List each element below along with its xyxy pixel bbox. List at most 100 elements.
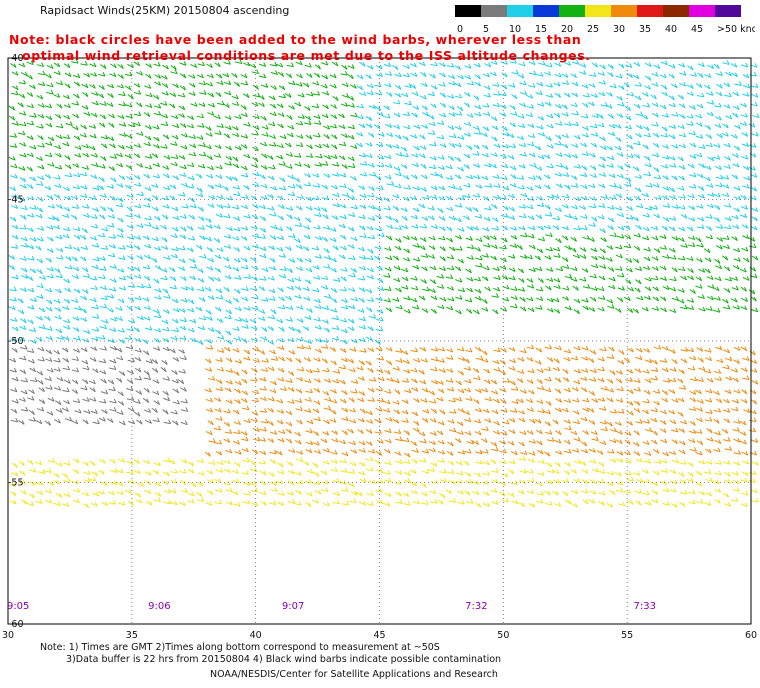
wind-barb-flag [309,73,313,78]
wind-barb [127,94,134,100]
wind-barb-flag [319,235,322,241]
wind-barb-flag [737,124,741,129]
wind-barb [190,63,197,69]
wind-barb [420,71,427,77]
wind-barb [284,93,292,98]
wind-barb [46,92,54,95]
wind-barb-flag [103,206,107,212]
wind-barb [152,175,160,179]
wind-barb-flag [549,62,553,67]
wind-barb-flag [60,123,64,128]
wind-barb-flag [245,204,248,209]
wind-barb [347,104,355,108]
wind-barb-flag [140,223,144,228]
wind-barb-flag [23,152,27,158]
wind-barb [331,215,338,220]
wind-barb-flag [630,153,634,158]
wind-barb-flag [541,202,545,207]
wind-barb-flag [220,80,224,85]
wind-barb [436,173,443,179]
wind-barb-flag [611,155,615,160]
wind-barb [359,92,366,96]
wind-barb-flag [407,111,411,116]
wind-barb [668,195,676,200]
wind-barb-flag [300,142,304,147]
wind-barb-flag [613,83,617,89]
wind-barb [375,214,382,220]
wind-barb-flag [690,84,694,89]
wind-barb-flag [146,235,150,240]
wind-barb [36,227,44,231]
wind-barb-flag [488,205,492,211]
wind-barb-flag [452,112,456,117]
wind-barb [225,197,233,201]
wind-barb [677,187,685,191]
wind-barb [473,132,481,135]
wind-barb [537,155,545,160]
wind-barb-flag [289,164,293,169]
wind-barb-flag [380,185,384,190]
wind-barb-flag [645,144,649,150]
wind-barb [350,176,357,181]
wind-barb [125,104,133,108]
wind-barb-flag [533,70,537,75]
wind-barb [384,175,392,180]
wind-barb [243,62,250,67]
wind-barb [733,145,740,151]
wind-barb-flag [629,124,632,130]
wind-barb [484,164,491,168]
wind-barb [375,228,383,232]
wind-barb [617,165,624,171]
wind-barb-flag [101,85,105,90]
wind-barb [108,236,116,239]
wind-barb [454,235,462,240]
wind-barb-flag [612,131,616,136]
wind-barb [634,176,642,179]
wind-barb [608,124,616,129]
wind-barb-flag [746,73,750,79]
wind-barb [573,166,581,169]
wind-barb-flag [415,214,419,219]
wind-barb-flag [155,153,159,158]
wind-barb-flag [148,124,152,130]
wind-barb-flag [50,64,54,69]
wind-barb [79,173,87,177]
wind-barb-flag [22,166,26,171]
wind-barb-flag [226,103,230,108]
wind-barb [742,85,750,89]
wind-barb [241,196,249,199]
wind-barb-flag [658,194,662,200]
wind-barb-flag [574,154,578,159]
wind-barb [660,134,668,138]
wind-barb [421,196,430,200]
wind-barb [374,84,382,88]
wind-barb-flag [426,194,430,199]
wind-barb-flag [389,163,393,168]
wind-barb [224,116,232,120]
wind-barb-flag [398,85,402,90]
wind-barb-flag [754,186,757,192]
wind-barb-flag [407,184,411,190]
wind-barb-flag [247,121,251,127]
wind-barb-flag [263,73,267,78]
wind-barb [56,204,63,210]
wind-barb-flag [362,123,366,129]
wind-barb [740,103,747,108]
wind-barb [297,94,305,98]
wind-barb [742,93,750,97]
wind-barb [277,204,285,210]
wind-barb-flag [433,103,437,109]
wind-barb-flag [66,213,70,218]
wind-barb-flag [130,193,134,198]
wind-barb [724,217,732,222]
wind-barb [45,123,53,128]
wind-barb [179,234,187,240]
wind-barb [46,194,53,200]
wind-barb [564,214,572,219]
wind-barb [53,94,60,98]
wind-barb [454,126,462,131]
wind-barb [180,122,187,129]
wind-barb [136,193,144,197]
wind-barb [126,194,134,198]
wind-barb-flag [377,124,381,129]
